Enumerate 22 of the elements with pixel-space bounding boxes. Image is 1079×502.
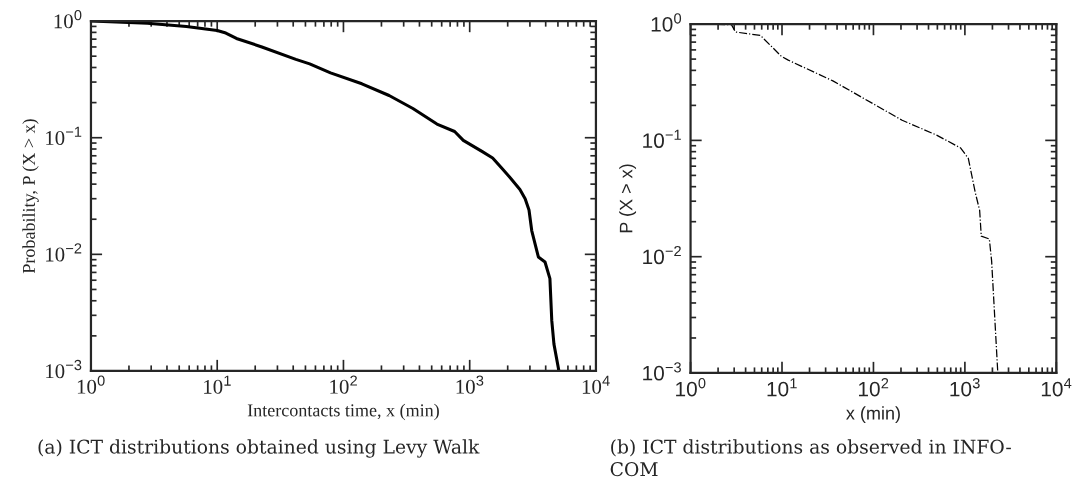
y-axis-title: Probability, P (X > x) [22, 119, 39, 274]
x-tick-label: 10$^{1}$ [204, 375, 231, 394]
x-tick-label: 10$^{3}$ [456, 375, 484, 394]
x-axis-title: x (min) [846, 406, 900, 424]
x-tick-label: 10$^{4}$ [582, 375, 610, 394]
x-tick-label: 10$^{0}$ [676, 378, 706, 397]
y-axis-title: P (X > x) [619, 164, 637, 233]
y-tick-label: 10$^{−3}$ [643, 362, 681, 381]
y-tick-label: 10$^{−2}$ [46, 243, 82, 262]
x-tick-label: 10$^{2}$ [859, 378, 889, 397]
y-tick-label: 10$^{0}$ [54, 9, 82, 29]
text: (a) ICT distributions obtained using Levy Walk [38, 439, 480, 458]
y-tick-label: 10$^{−1}$ [46, 126, 82, 146]
x-tick-label: 10$^{4}$ [1041, 378, 1072, 397]
y-tick-label: 10$^{−1}$ [643, 129, 681, 149]
text: (b) ICT distributions as observed in INFO- COM [610, 439, 1011, 477]
y-tick-label: 10$^{−2}$ [643, 245, 681, 265]
x-tick-label: 10$^{2}$ [330, 375, 357, 394]
x-axis-title: Intercontacts time, x (min) [247, 403, 439, 421]
x-tick-label: 10$^{3}$ [950, 378, 980, 397]
y-tick-label: 10$^{0}$ [651, 13, 682, 32]
x-tick-label: 10$^{1}$ [767, 378, 797, 397]
